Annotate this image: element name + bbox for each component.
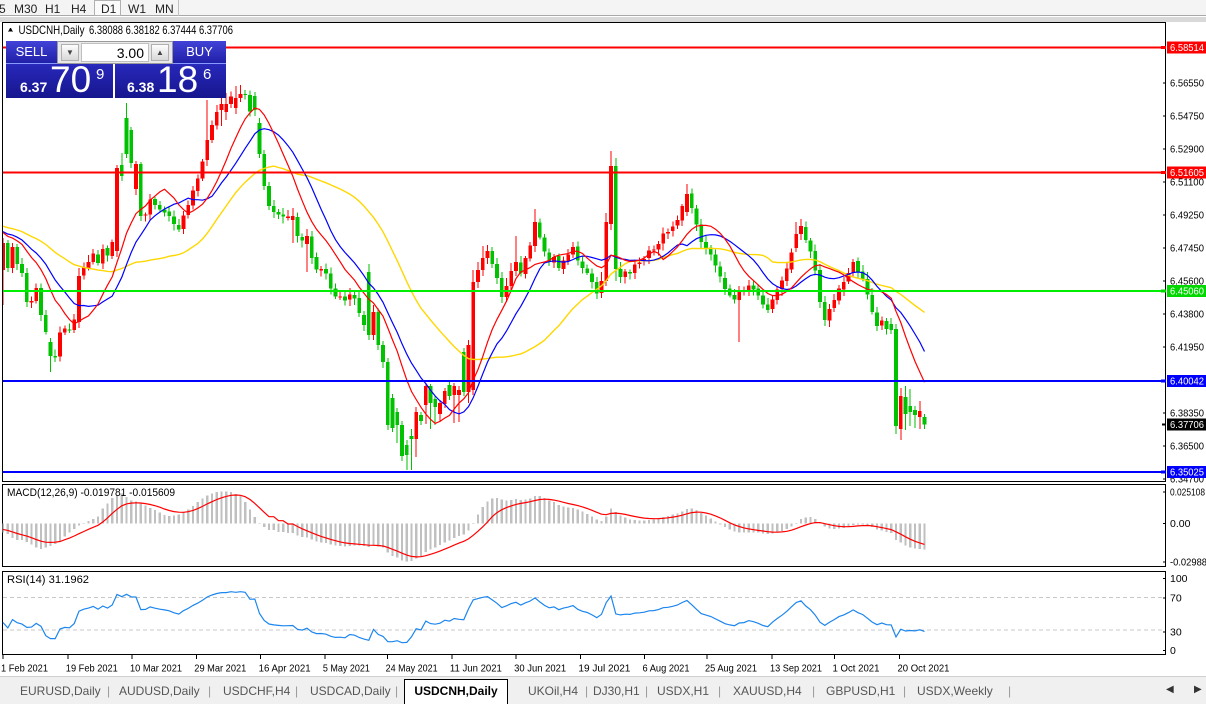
- svg-text:70: 70: [1170, 592, 1182, 604]
- svg-text:6.35025: 6.35025: [1170, 467, 1204, 479]
- svg-text:0.00: 0.00: [1170, 518, 1191, 530]
- svg-text:11 Jun 2021: 11 Jun 2021: [450, 663, 502, 675]
- svg-text:6.43800: 6.43800: [1170, 309, 1204, 321]
- svg-text:20 Oct 2021: 20 Oct 2021: [898, 663, 950, 675]
- svg-text:13 Sep 2021: 13 Sep 2021: [770, 663, 822, 675]
- svg-text:16 Apr 2021: 16 Apr 2021: [259, 663, 311, 675]
- svg-text:6.51605: 6.51605: [1170, 167, 1204, 179]
- svg-text:6 Aug 2021: 6 Aug 2021: [643, 663, 690, 675]
- svg-text:19 Jul 2021: 19 Jul 2021: [578, 663, 630, 675]
- svg-text:0.025108: 0.025108: [1170, 487, 1205, 499]
- svg-text:6.45060: 6.45060: [1170, 286, 1204, 298]
- svg-text:100: 100: [1170, 573, 1188, 585]
- svg-text:USDCNH,Daily: USDCNH,Daily: [19, 23, 85, 37]
- svg-text:29 Mar 2021: 29 Mar 2021: [194, 663, 246, 675]
- svg-text:6.58514: 6.58514: [1170, 42, 1204, 54]
- svg-text:6.38088 6.38182 6.37444 6.3770: 6.38088 6.38182 6.37444 6.37706: [89, 23, 233, 37]
- svg-text:1 Feb 2021: 1 Feb 2021: [1, 663, 48, 675]
- svg-text:6.54750: 6.54750: [1170, 111, 1204, 123]
- svg-text:0: 0: [1170, 645, 1176, 657]
- svg-text:6.47450: 6.47450: [1170, 243, 1204, 255]
- svg-text:10 Mar 2021: 10 Mar 2021: [130, 663, 182, 675]
- svg-text:6.36500: 6.36500: [1170, 441, 1204, 453]
- svg-text:24 May 2021: 24 May 2021: [386, 663, 438, 675]
- svg-text:30 Jun 2021: 30 Jun 2021: [514, 663, 566, 675]
- svg-text:6.49250: 6.49250: [1170, 210, 1204, 222]
- svg-text:6.56550: 6.56550: [1170, 78, 1204, 90]
- svg-text:1 Oct 2021: 1 Oct 2021: [833, 663, 880, 675]
- svg-text:19 Feb 2021: 19 Feb 2021: [66, 663, 118, 675]
- svg-text:6.37706: 6.37706: [1170, 419, 1204, 431]
- svg-text:25 Aug 2021: 25 Aug 2021: [705, 663, 757, 675]
- svg-text:-0.02988: -0.02988: [1170, 557, 1206, 569]
- svg-text:6.51100: 6.51100: [1170, 177, 1204, 189]
- svg-text:6.52900: 6.52900: [1170, 144, 1204, 156]
- svg-text:6.45600: 6.45600: [1170, 276, 1204, 288]
- svg-text:MACD(12,26,9) -0.019781 -0.015: MACD(12,26,9) -0.019781 -0.015609: [7, 487, 175, 499]
- svg-text:5 May 2021: 5 May 2021: [323, 663, 370, 675]
- svg-text:6.38350: 6.38350: [1170, 408, 1204, 420]
- svg-text:6.40042: 6.40042: [1170, 376, 1204, 388]
- svg-text:RSI(14) 31.1962: RSI(14) 31.1962: [7, 574, 89, 586]
- svg-text:6.41950: 6.41950: [1170, 342, 1204, 354]
- svg-text:30: 30: [1170, 627, 1182, 639]
